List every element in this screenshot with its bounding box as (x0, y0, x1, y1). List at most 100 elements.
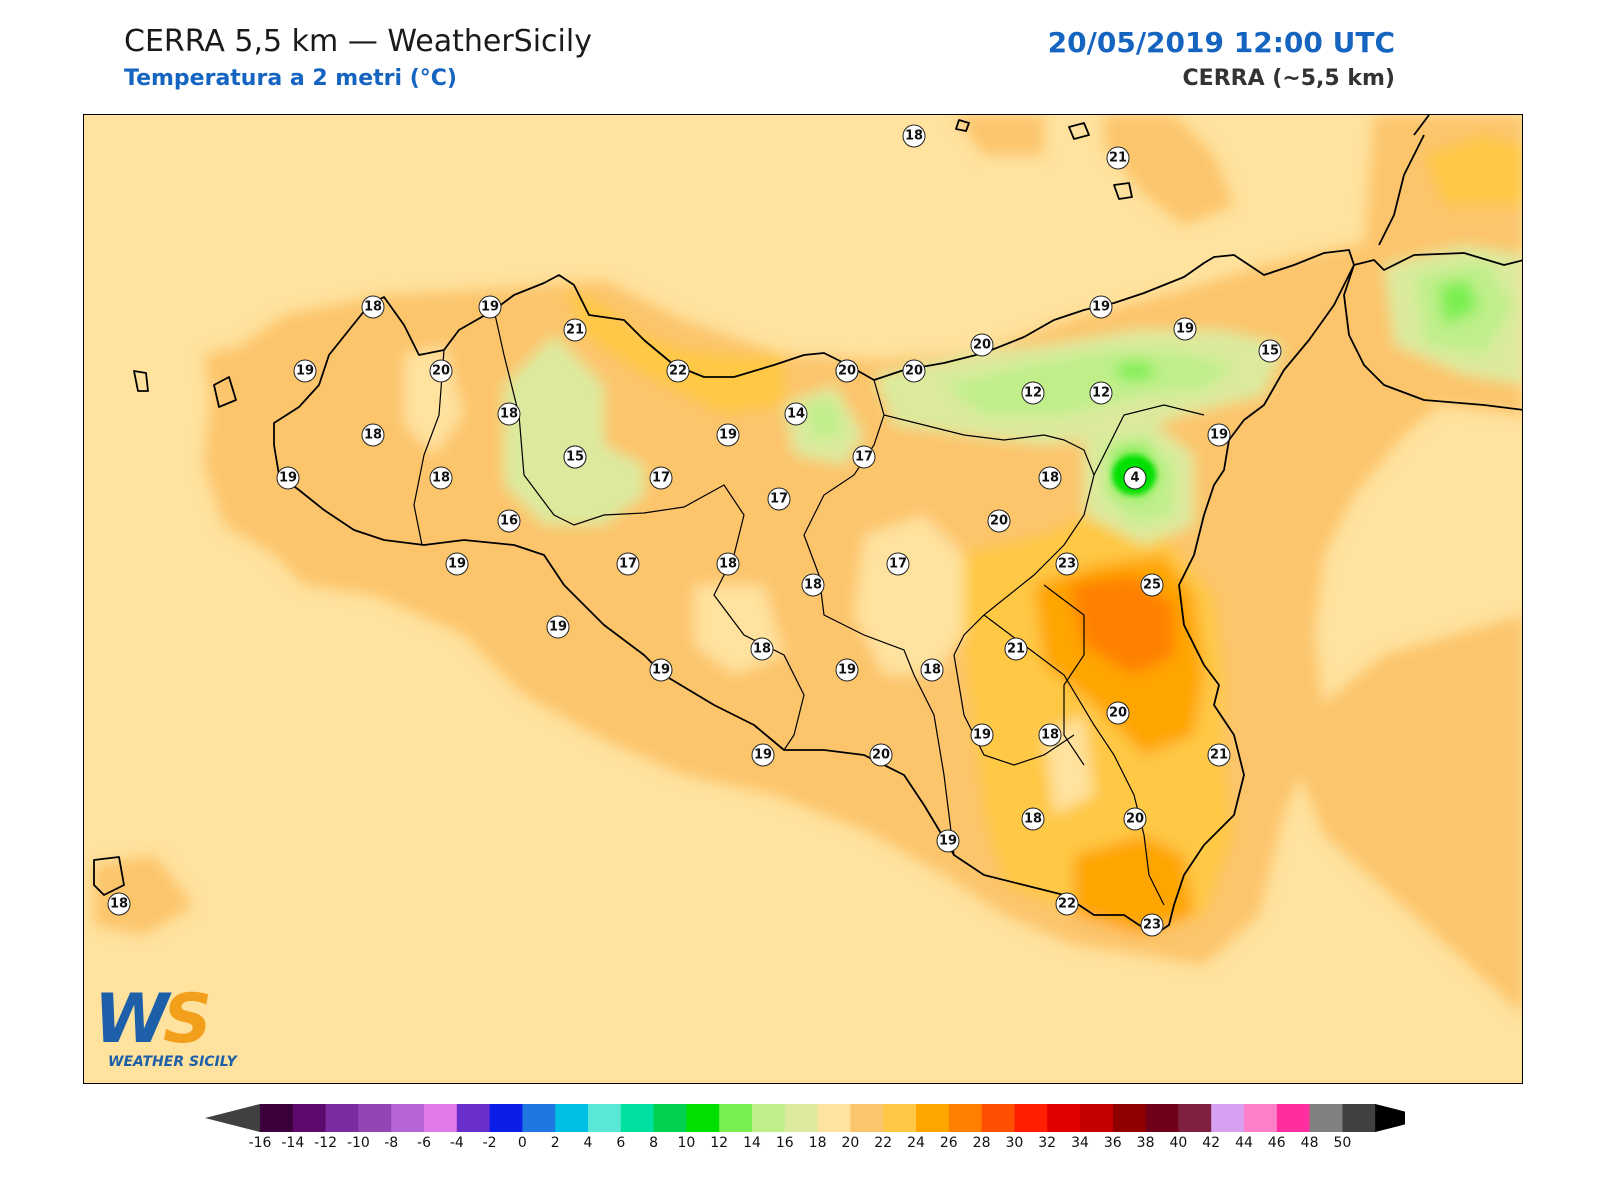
station-marker (1207, 743, 1231, 767)
colorbar-swatch (752, 1104, 786, 1132)
colorbar-swatch (588, 1104, 622, 1132)
station-marker (1089, 381, 1113, 405)
station-value: 17 (619, 557, 637, 572)
station-value: 16 (500, 514, 518, 529)
map-subtitle: Temperatura a 2 metri (°C) (124, 66, 457, 91)
station-value: 20 (1126, 812, 1144, 827)
station-marker (902, 359, 926, 383)
colorbar-tick-label: 28 (972, 1135, 991, 1151)
station-value: 19 (279, 471, 297, 486)
temperature-map: 18 21 18 19 21 20 19 19 20 22 20 20 20 12 12 15 18 18 14 19… (83, 114, 1523, 1084)
colorbar-tick-label: 8 (649, 1135, 659, 1151)
station-marker (801, 573, 825, 597)
station-marker (649, 658, 673, 682)
coastline (93, 115, 1522, 936)
colorbar-tick-label: 4 (583, 1135, 593, 1151)
station-marker (1140, 573, 1164, 597)
colorbar (205, 1104, 1405, 1132)
colorbar-tick-label: 20 (841, 1135, 860, 1151)
station-value: 19 (481, 300, 499, 315)
station-value: 21 (1007, 642, 1025, 657)
station-value: 14 (787, 407, 805, 422)
colorbar-tick-label: 24 (907, 1135, 925, 1151)
station-value: 18 (804, 578, 822, 593)
colorbar-tick-label: -6 (417, 1135, 431, 1151)
colorbar-tick-label: -10 (346, 1135, 370, 1151)
station-value: 19 (838, 663, 856, 678)
colorbar-swatch (522, 1104, 556, 1132)
station-marker (445, 552, 469, 576)
station-value: 22 (669, 364, 687, 379)
colorbar-swatch (555, 1104, 589, 1132)
colorbar-tick-label: 6 (616, 1135, 626, 1151)
station-value: 19 (719, 428, 737, 443)
station-marker (276, 466, 300, 490)
colorbar-tick-label: 2 (550, 1135, 560, 1151)
colorbar-swatch (784, 1104, 819, 1132)
station-value: 19 (1210, 428, 1228, 443)
station-marker (1038, 466, 1062, 490)
weather-sicily-logo: WS WEATHER SICILY (94, 980, 254, 1075)
colorbar-tick-label: 0 (517, 1135, 527, 1151)
station-marker (835, 658, 859, 682)
station-value: 22 (1058, 897, 1076, 912)
colorbar-tick-label: 26 (939, 1135, 958, 1151)
colorbar-over-arrow (1375, 1104, 1405, 1132)
station-marker (1140, 913, 1164, 937)
colorbar-tick-label: 10 (677, 1135, 696, 1151)
station-value: 20 (973, 338, 991, 353)
station-marker (869, 743, 893, 767)
station-value: 20 (432, 364, 450, 379)
station-marker (563, 445, 587, 469)
model-label: CERRA (~5,5 km) (1182, 66, 1395, 91)
station-value: 18 (500, 407, 518, 422)
station-value: 21 (1210, 748, 1228, 763)
colorbar-under-arrow (205, 1104, 260, 1132)
station-value: 17 (770, 492, 788, 507)
station-marker (478, 295, 502, 319)
station-value: 18 (719, 557, 737, 572)
colorbar-swatch (817, 1104, 851, 1132)
station-value: 18 (364, 300, 382, 315)
colorbar-tick-label: -8 (384, 1135, 399, 1151)
station-marker (293, 359, 317, 383)
station-marker (987, 509, 1011, 533)
station-marker (970, 333, 994, 357)
station-value: 18 (432, 471, 450, 486)
station-marker (649, 466, 673, 490)
station-marker (1021, 807, 1045, 831)
map-title: CERRA 5,5 km — WeatherSicily (124, 24, 592, 59)
colorbar-swatch (292, 1104, 327, 1132)
station-value: 18 (753, 642, 771, 657)
station-value: 19 (296, 364, 314, 379)
station-marker (1021, 381, 1045, 405)
station-marker (1089, 295, 1113, 319)
colorbar-swatch (1112, 1104, 1147, 1132)
station-value: 12 (1024, 386, 1042, 401)
colorbar-swatch (424, 1104, 458, 1132)
colorbar-tick-label: 44 (1235, 1135, 1253, 1151)
station-marker (751, 743, 775, 767)
station-marker (716, 423, 740, 447)
station-marker (497, 509, 521, 533)
colorbar-swatch (1211, 1104, 1245, 1132)
colorbar-tick-label: 36 (1103, 1135, 1122, 1151)
station-marker (716, 552, 740, 576)
station-marker (107, 892, 131, 916)
colorbar-swatch (1047, 1104, 1081, 1132)
forecast-datetime: 20/05/2019 12:00 UTC (1047, 26, 1395, 59)
station-value: 20 (905, 364, 923, 379)
colorbar-tick-label: 12 (710, 1135, 729, 1151)
colorbar-swatch (1014, 1104, 1048, 1132)
station-value: 25 (1143, 578, 1161, 593)
station-value: 15 (1261, 344, 1279, 359)
station-value: 19 (549, 620, 567, 635)
station-marker (1173, 317, 1197, 341)
colorbar-swatch (686, 1104, 720, 1132)
colorbar-tick-label: 18 (808, 1135, 827, 1151)
station-marker (563, 318, 587, 342)
station-marker (886, 552, 910, 576)
colorbar-tick-label: 34 (1071, 1135, 1089, 1151)
station-marker (852, 445, 876, 469)
station-value: 18 (1041, 471, 1059, 486)
